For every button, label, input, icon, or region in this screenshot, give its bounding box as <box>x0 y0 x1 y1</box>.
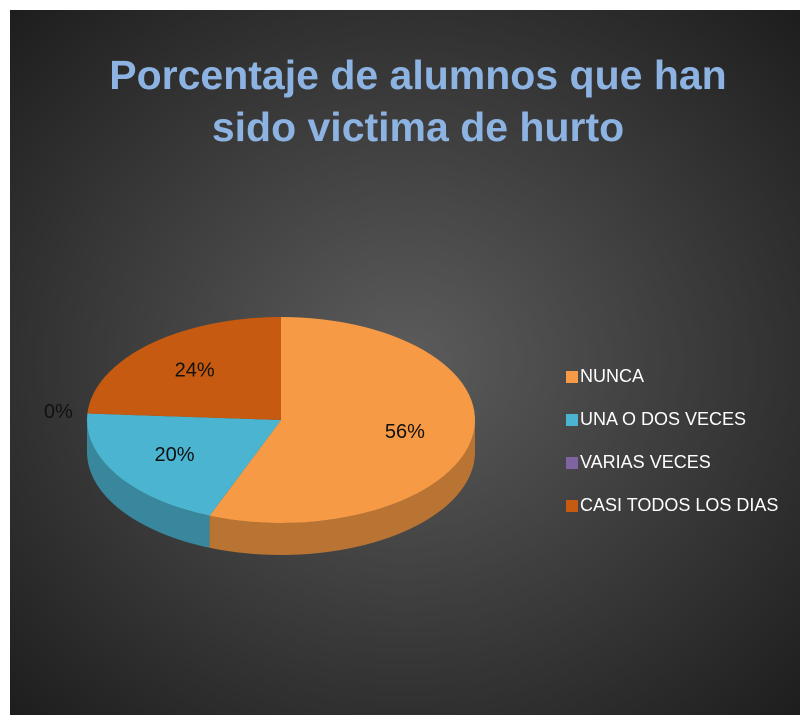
legend-swatch <box>566 500 578 512</box>
legend-label: NUNCA <box>580 366 644 386</box>
legend-label: UNA O DOS VECES <box>580 409 746 429</box>
legend-label: CASI TODOS LOS DIAS <box>580 495 778 515</box>
data-label: 24% <box>175 359 215 381</box>
slice-side <box>87 420 210 548</box>
slice <box>86 413 281 516</box>
legend-swatch <box>566 414 578 426</box>
data-label: 0% <box>44 401 73 423</box>
slice <box>209 317 475 523</box>
legend-label: VARIAS VECES <box>580 452 711 472</box>
data-label: 56% <box>385 421 425 443</box>
slice-side <box>209 420 475 555</box>
slice <box>87 317 281 420</box>
legend-swatch <box>566 457 578 469</box>
data-label: 20% <box>155 444 195 466</box>
chart-title: sido victima de hurto <box>212 104 624 150</box>
chart-title: Porcentaje de alumnos que han <box>109 52 726 98</box>
legend-swatch <box>566 371 578 383</box>
